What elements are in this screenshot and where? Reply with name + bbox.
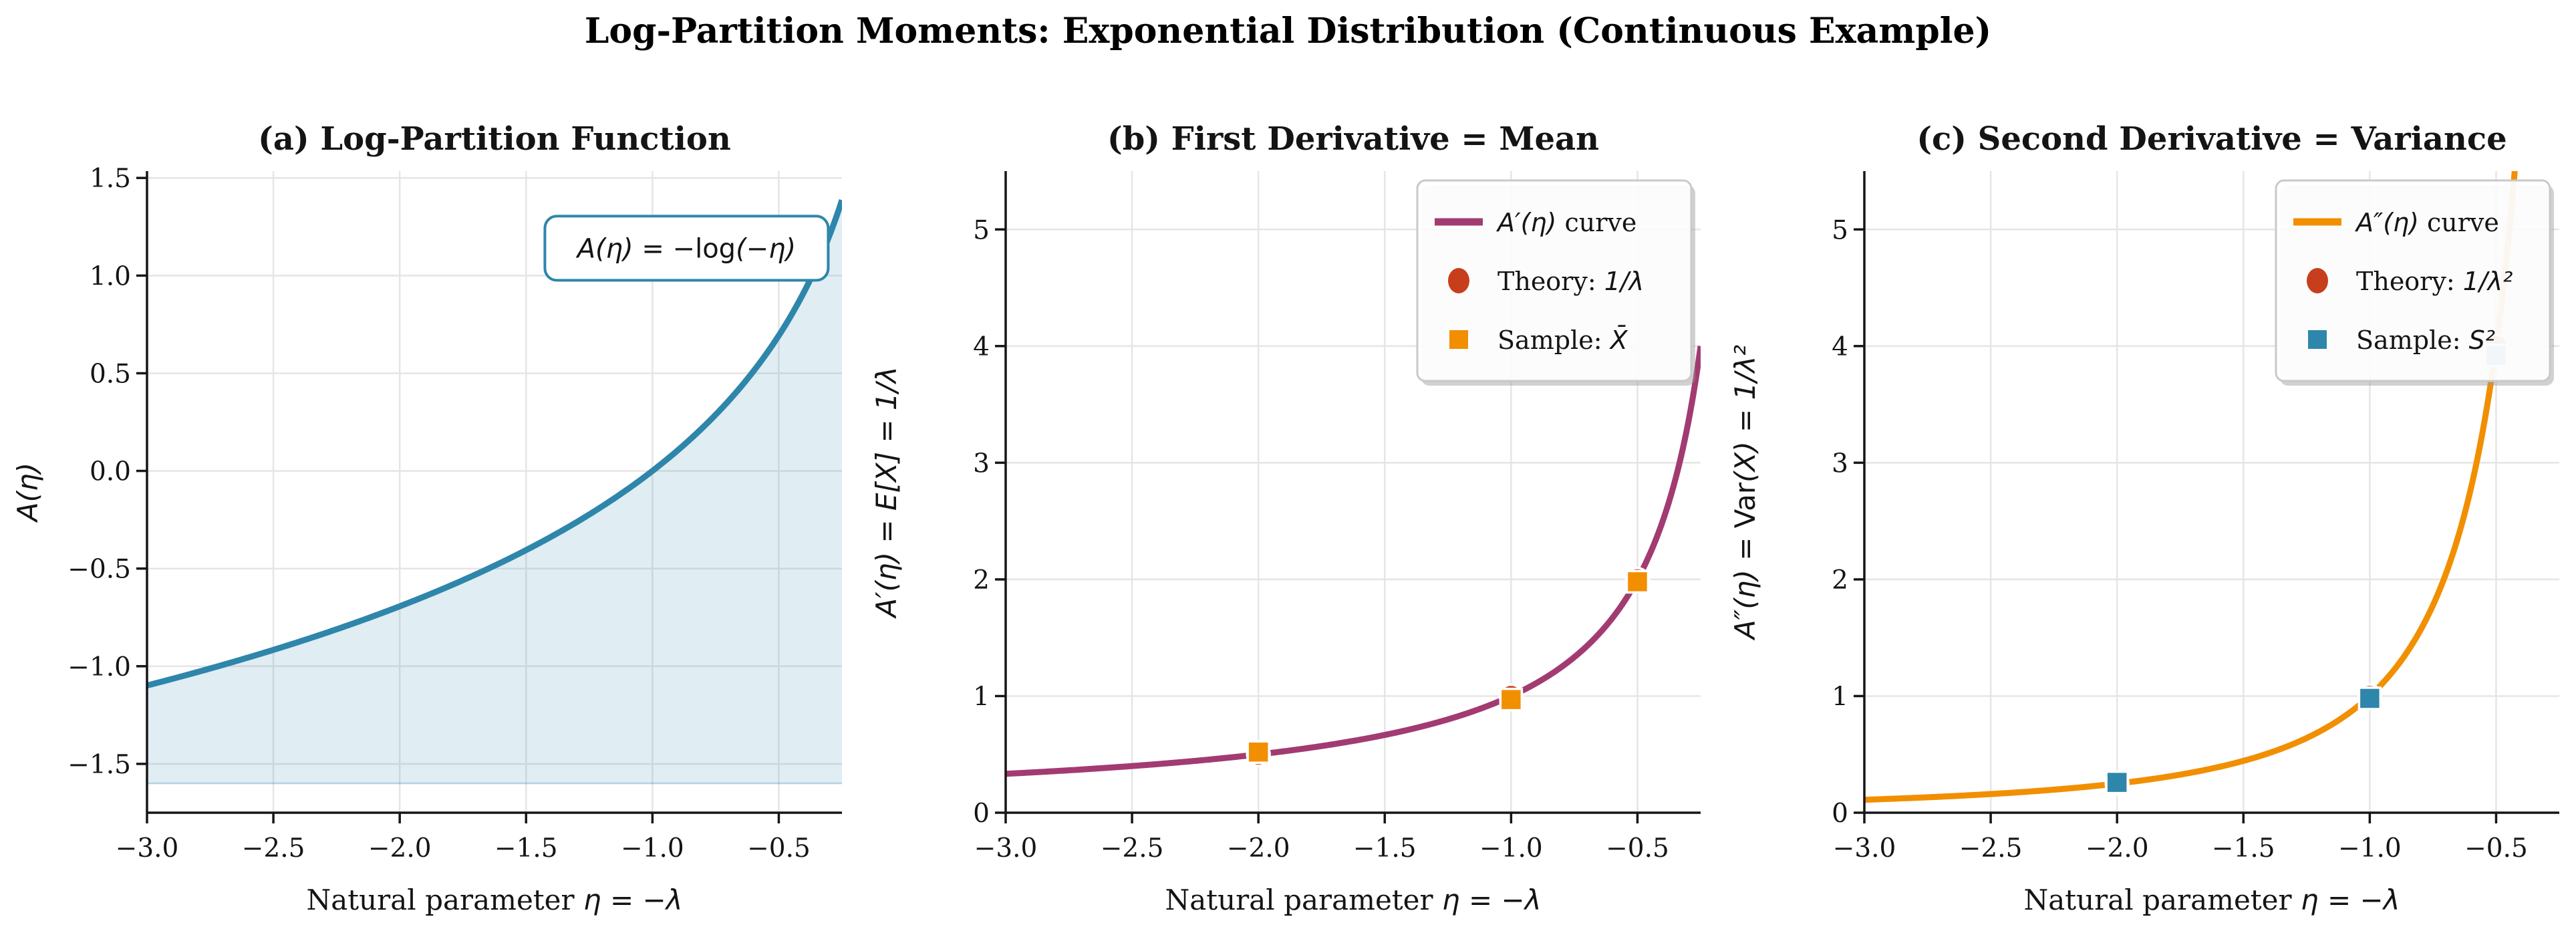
x-tick-label: −2.5 bbox=[242, 833, 305, 864]
legend-circle-swatch bbox=[1448, 268, 1469, 293]
chart-title: (b) First Derivative = Mean bbox=[1107, 120, 1599, 158]
y-tick-label: 1.0 bbox=[90, 261, 131, 291]
y-tick-label: 4 bbox=[973, 332, 990, 362]
legend-square-swatch bbox=[2308, 330, 2327, 349]
chart-c-second-derivative: −3.0 −2.5 −2.0 −1.5 −1.0 −0.5 0 1 2 3 4 5 Natural pa… bbox=[1729, 120, 2559, 916]
y-tick-label: 5 bbox=[973, 215, 990, 245]
sample-marker bbox=[2357, 686, 2382, 710]
panel-b: −3.0 −2.5 −2.0 −1.5 −1.0 −0.5 0 1 2 3 4 5 Natural pa… bbox=[859, 64, 1717, 926]
y-tick-label: −1.0 bbox=[67, 652, 131, 682]
chart-title: (c) Second Derivative = Variance bbox=[1916, 120, 2507, 158]
x-tick-label: −2.0 bbox=[2086, 833, 2149, 864]
x-tick-label: −1.5 bbox=[2212, 833, 2275, 864]
legend-entry-label: A′(η) curve bbox=[1495, 208, 1636, 237]
y-tick-label: 4 bbox=[1832, 332, 1848, 362]
panel-c: −3.0 −2.5 −2.0 −1.5 −1.0 −0.5 0 1 2 3 4 5 Natural pa… bbox=[1717, 64, 2576, 926]
chart-title: (a) Log-Partition Function bbox=[258, 120, 731, 158]
x-tick-label: −1.0 bbox=[621, 833, 684, 864]
annotation-box bbox=[543, 215, 830, 282]
chart-b-first-derivative: −3.0 −2.5 −2.0 −1.5 −1.0 −0.5 0 1 2 3 4 5 Natural pa… bbox=[870, 120, 1701, 916]
x-axis-label: Natural parameter η = −λ bbox=[2023, 884, 2400, 916]
y-axis-label: A″(η) = Var(X) = 1/λ² bbox=[1729, 345, 1761, 641]
sample-marker bbox=[2105, 770, 2129, 795]
x-axis-label: Natural parameter η = −λ bbox=[1165, 884, 1541, 916]
x-tick-label: −1.0 bbox=[2338, 833, 2402, 864]
x-tick-label: −0.5 bbox=[1606, 833, 1669, 864]
x-tick-label: −0.5 bbox=[2464, 833, 2528, 864]
legend-entry-label: Theory: 1/λ bbox=[1497, 267, 1644, 296]
x-tick-label: −1.0 bbox=[1479, 833, 1543, 864]
y-tick-label: 1.5 bbox=[90, 164, 131, 194]
y-tick-label: 1 bbox=[973, 682, 990, 712]
y-tick-label: 3 bbox=[973, 448, 990, 479]
x-tick-label: −1.5 bbox=[1353, 833, 1417, 864]
sample-marker bbox=[1499, 687, 1524, 712]
y-tick-label: 2 bbox=[973, 565, 990, 595]
y-tick-label: 0 bbox=[1832, 799, 1848, 829]
x-tick-label: −2.0 bbox=[1227, 833, 1290, 864]
x-tick-label: −3.0 bbox=[1833, 833, 1896, 864]
x-tick-label: −2.5 bbox=[1959, 833, 2023, 864]
legend-entry-label: Theory: 1/λ² bbox=[2356, 267, 2513, 296]
x-tick-label: −2.5 bbox=[1101, 833, 1164, 864]
x-tick-label: −1.5 bbox=[494, 833, 558, 864]
curve-c bbox=[1864, 171, 2518, 803]
chart-a-log-partition: −3.0 −2.5 −2.0 −1.5 −1.0 −0.5 −1.5 −1.0 −0.5 0.0 0… bbox=[11, 120, 842, 916]
panels-row: −3.0 −2.5 −2.0 −1.5 −1.0 −0.5 −1.5 −1.0 −0.5 0.0 0… bbox=[0, 64, 2576, 926]
x-tick-label: −3.0 bbox=[116, 833, 179, 864]
y-tick-label: 0 bbox=[973, 799, 990, 829]
y-tick-label: 0.0 bbox=[90, 457, 131, 487]
y-tick-label: −1.5 bbox=[67, 750, 131, 780]
y-axis-label: A′(η) = E[X] = 1/λ bbox=[870, 366, 903, 619]
panel-a: −3.0 −2.5 −2.0 −1.5 −1.0 −0.5 −1.5 −1.0 −0.5 0.0 0… bbox=[0, 64, 859, 926]
sample-marker bbox=[1625, 569, 1650, 594]
legend-circle-swatch bbox=[2307, 268, 2328, 293]
y-tick-label: 5 bbox=[1832, 215, 1848, 245]
legend-entry-label: A″(η) curve bbox=[2354, 208, 2499, 237]
y-tick-label: 3 bbox=[1832, 448, 1848, 479]
curve-a bbox=[147, 199, 842, 688]
x-tick-label: −2.0 bbox=[368, 833, 432, 864]
annotation-text: A(η) = −log(−η) bbox=[575, 233, 796, 264]
curve-b bbox=[1006, 346, 1701, 777]
legend-box bbox=[2275, 179, 2551, 382]
legend-box bbox=[1416, 179, 1693, 382]
y-tick-label: 0.5 bbox=[90, 359, 131, 389]
y-tick-label: 1 bbox=[1832, 682, 1848, 712]
y-tick-label: −0.5 bbox=[67, 555, 131, 585]
legend-entry-label: Sample: X̄ bbox=[1497, 325, 1628, 355]
legend-square-swatch bbox=[1449, 330, 1468, 349]
figure-suptitle: Log-Partition Moments: Exponential Distr… bbox=[584, 11, 1992, 51]
curve-fill-area bbox=[147, 200, 842, 784]
sample-marker bbox=[1246, 740, 1270, 764]
x-tick-label: −3.0 bbox=[974, 833, 1038, 864]
y-tick-label: 2 bbox=[1832, 565, 1848, 595]
x-axis-label: Natural parameter η = −λ bbox=[306, 884, 682, 916]
x-tick-label: −0.5 bbox=[747, 833, 811, 864]
legend-entry-label: Sample: S² bbox=[2356, 325, 2495, 355]
y-axis-label: A(η) bbox=[11, 462, 44, 523]
